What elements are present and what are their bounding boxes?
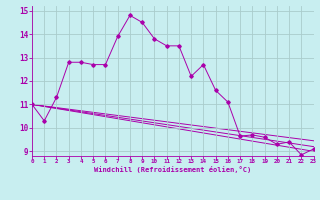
X-axis label: Windchill (Refroidissement éolien,°C): Windchill (Refroidissement éolien,°C)	[94, 166, 252, 173]
